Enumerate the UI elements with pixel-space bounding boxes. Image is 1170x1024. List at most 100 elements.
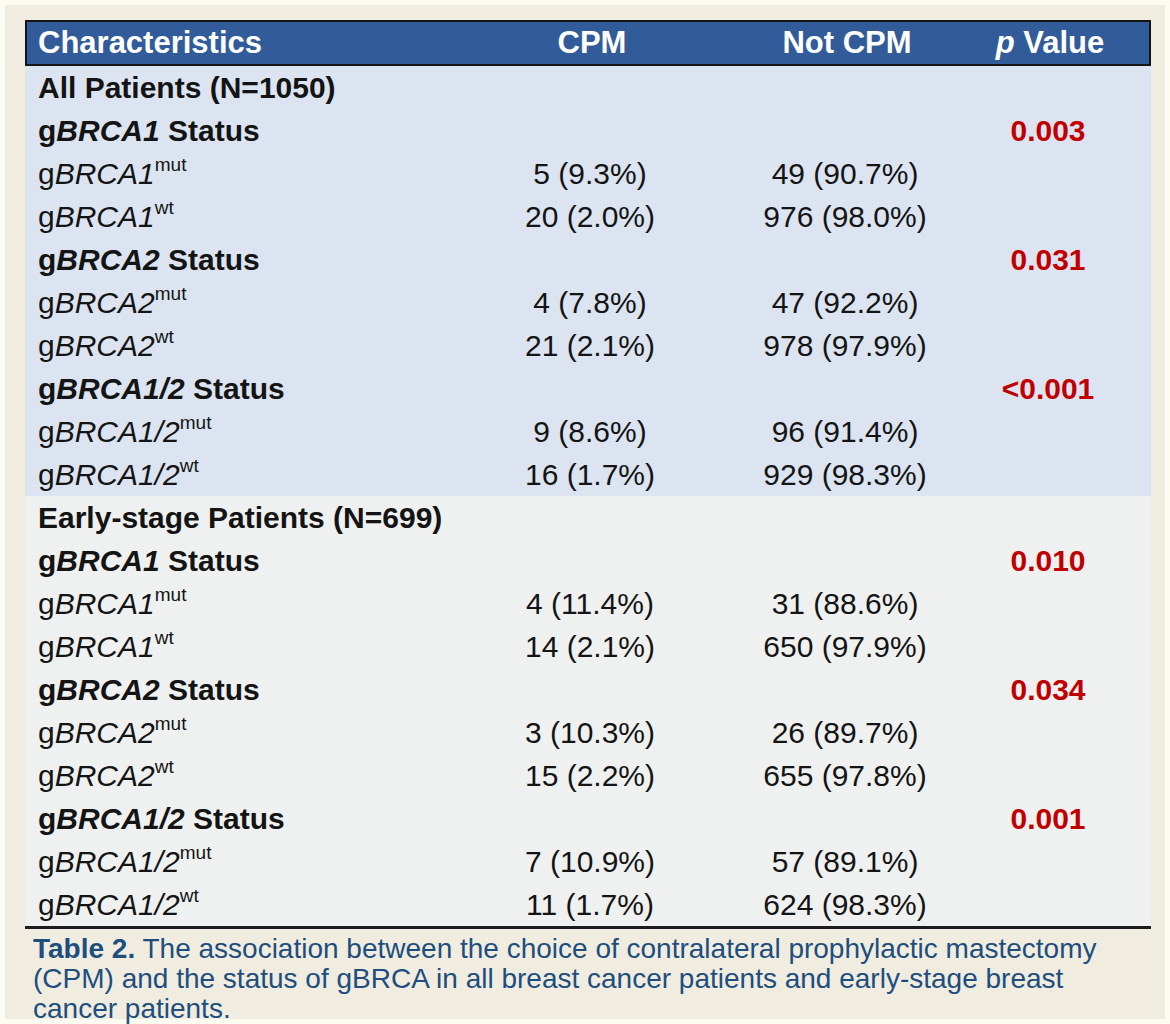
cpm-value: 9 (8.6%)	[435, 415, 745, 449]
not-cpm-value: 655 (97.8%)	[745, 759, 945, 793]
gene-superscript: mut	[155, 584, 187, 605]
not-cpm-value: 929 (98.3%)	[745, 458, 945, 492]
row-label: gBRCA1/2 Status	[25, 372, 435, 406]
gene-name: BRCA1/2	[56, 802, 184, 835]
table-row: gBRCA1wt20 (2.0%)976 (98.0%)	[25, 195, 1151, 238]
row-label: Early-stage Patients (N=699)	[25, 501, 435, 535]
column-header-cpm: CPM	[437, 25, 747, 61]
gene-name: BRCA1	[55, 587, 155, 620]
gene-name: BRCA1	[55, 630, 155, 663]
cpm-value: 7 (10.9%)	[435, 845, 745, 879]
p-value: 0.034	[945, 673, 1151, 707]
column-header-characteristics: Characteristics	[27, 25, 437, 61]
gene-prefix: g	[38, 845, 55, 878]
table-row: Early-stage Patients (N=699)	[25, 496, 1151, 539]
row-label: gBRCA1/2mut	[25, 845, 435, 879]
gene-superscript: wt	[155, 756, 174, 777]
section-title: All Patients (N=1050)	[38, 71, 336, 104]
gene-name: BRCA1	[55, 157, 155, 190]
table-row: gBRCA2 Status 0.034	[25, 668, 1151, 711]
not-cpm-value: 26 (89.7%)	[745, 716, 945, 750]
row-label: All Patients (N=1050)	[25, 71, 435, 105]
row-label: gBRCA1mut	[25, 587, 435, 621]
table-row: gBRCA1/2 Status0.001	[25, 797, 1151, 840]
table-row: gBRCA2wt21 (2.1%)978 (97.9%)	[25, 324, 1151, 367]
row-label: gBRCA1wt	[25, 200, 435, 234]
status-suffix: Status	[160, 243, 260, 276]
not-cpm-value: 57 (89.1%)	[745, 845, 945, 879]
gene-prefix: g	[38, 114, 56, 147]
cpm-value: 3 (10.3%)	[435, 716, 745, 750]
table-row: gBRCA1 Status0.010	[25, 539, 1151, 582]
gene-prefix: g	[38, 329, 55, 362]
row-label: gBRCA1/2mut	[25, 415, 435, 449]
p-value: 0.031	[945, 243, 1151, 277]
row-label: gBRCA2mut	[25, 286, 435, 320]
cpm-value: 5 (9.3%)	[435, 157, 745, 191]
not-cpm-value: 47 (92.2%)	[745, 286, 945, 320]
gene-name: BRCA2	[55, 716, 155, 749]
row-label: gBRCA2 Status	[25, 243, 435, 277]
table-row: gBRCA2 Status 0.031	[25, 238, 1151, 281]
gene-name: BRCA1/2	[55, 415, 180, 448]
gene-prefix: g	[38, 759, 55, 792]
status-suffix: Status	[160, 673, 260, 706]
table-row: gBRCA1wt14 (2.1%)650 (97.9%)	[25, 625, 1151, 668]
gene-prefix: g	[38, 630, 55, 663]
not-cpm-value: 31 (88.6%)	[745, 587, 945, 621]
table-row: All Patients (N=1050)	[25, 66, 1151, 109]
cpm-value: 4 (11.4%)	[435, 587, 745, 621]
gene-prefix: g	[38, 587, 55, 620]
page: Characteristics CPM Not CPM p Value All …	[0, 0, 1170, 1024]
row-label: gBRCA1 Status	[25, 114, 435, 148]
cpm-value: 11 (1.7%)	[435, 888, 745, 922]
not-cpm-value: 976 (98.0%)	[745, 200, 945, 234]
table-header-row: Characteristics CPM Not CPM p Value	[25, 20, 1151, 66]
not-cpm-value: 96 (91.4%)	[745, 415, 945, 449]
table-row: gBRCA1 Status0.003	[25, 109, 1151, 152]
row-label: gBRCA2wt	[25, 759, 435, 793]
table-caption: Table 2. The association between the cho…	[25, 926, 1151, 1024]
row-label: gBRCA1/2wt	[25, 458, 435, 492]
row-label: gBRCA2mut	[25, 716, 435, 750]
table-row: gBRCA2mut3 (10.3%)26 (89.7%)	[25, 711, 1151, 754]
row-label: gBRCA1wt	[25, 630, 435, 664]
section-title: Early-stage Patients (N=699)	[38, 501, 442, 534]
status-suffix: Status	[185, 372, 285, 405]
gene-name: BRCA1	[56, 114, 159, 147]
status-suffix: Status	[160, 544, 260, 577]
gene-prefix: g	[38, 200, 55, 233]
not-cpm-value: 978 (97.9%)	[745, 329, 945, 363]
table-row: gBRCA1/2mut7 (10.9%)57 (89.1%)	[25, 840, 1151, 883]
row-label: gBRCA2 Status	[25, 673, 435, 707]
gene-prefix: g	[38, 888, 55, 921]
gene-name: BRCA1/2	[55, 845, 180, 878]
caption-label: Table 2.	[33, 933, 135, 964]
gene-name: BRCA2	[56, 673, 159, 706]
cpm-value: 14 (2.1%)	[435, 630, 745, 664]
gene-prefix: g	[38, 458, 55, 491]
gene-name: BRCA2	[56, 243, 159, 276]
gene-name: BRCA2	[55, 759, 155, 792]
table-row: gBRCA1/2wt11 (1.7%)624 (98.3%)	[25, 883, 1151, 926]
gene-name: BRCA2	[55, 329, 155, 362]
gene-name: BRCA2	[55, 286, 155, 319]
gene-superscript: wt	[180, 455, 199, 476]
p-value: 0.001	[945, 802, 1151, 836]
gene-name: BRCA1	[56, 544, 159, 577]
gene-name: BRCA1/2	[56, 372, 184, 405]
row-label: gBRCA2wt	[25, 329, 435, 363]
gene-prefix: g	[38, 157, 55, 190]
caption-text: The association between the choice of co…	[33, 933, 1097, 1024]
gene-name: BRCA1/2	[55, 458, 180, 491]
gene-prefix: g	[38, 544, 56, 577]
cpm-value: 21 (2.1%)	[435, 329, 745, 363]
gene-superscript: mut	[180, 412, 212, 433]
cpm-value: 15 (2.2%)	[435, 759, 745, 793]
gene-superscript: wt	[155, 197, 174, 218]
results-table: Characteristics CPM Not CPM p Value All …	[25, 20, 1151, 926]
table-row: gBRCA1/2 Status<0.001	[25, 367, 1151, 410]
row-label: gBRCA1mut	[25, 157, 435, 191]
table-row: gBRCA2mut4 (7.8%)47 (92.2%)	[25, 281, 1151, 324]
table-row: gBRCA2wt15 (2.2%)655 (97.8%)	[25, 754, 1151, 797]
